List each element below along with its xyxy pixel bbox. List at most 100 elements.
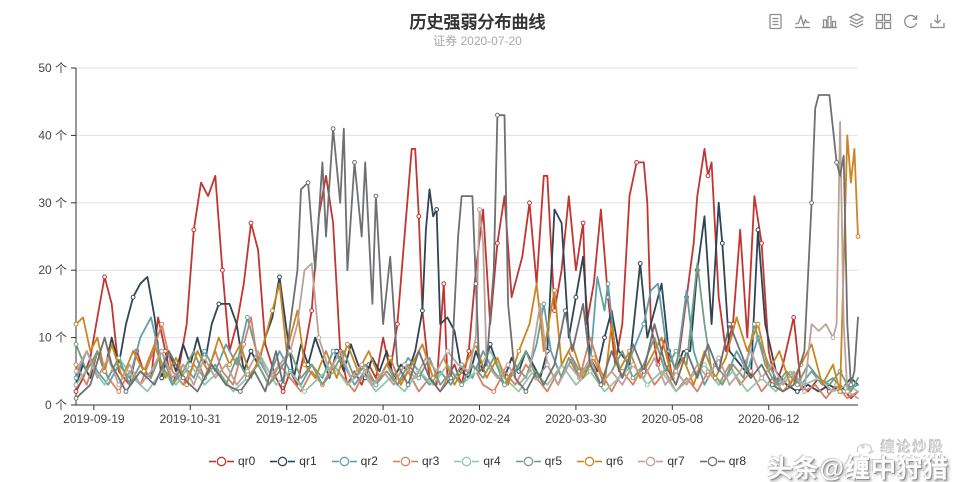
series-symbol-qr2 <box>641 321 647 327</box>
series-symbol-qr7 <box>202 355 207 361</box>
series-symbol-qr6 <box>345 341 350 347</box>
series-symbol-qr6 <box>141 368 147 374</box>
series-symbol-qr7 <box>477 207 482 212</box>
series-symbol-qr4 <box>644 382 650 388</box>
series-symbol-qr0 <box>466 348 472 354</box>
series-symbol-qr5 <box>416 375 422 381</box>
series-symbol-qr1 <box>159 375 165 381</box>
series-symbol-qr8 <box>280 382 286 388</box>
legend-item-qr4[interactable]: qr4 <box>454 454 501 468</box>
series-symbol-qr8 <box>769 382 775 388</box>
series-symbol-qr0 <box>791 315 797 320</box>
series-symbol-qr8 <box>405 382 411 388</box>
series-symbol-qr0 <box>309 308 315 314</box>
series-symbol-qr6 <box>270 308 275 314</box>
series-symbol-qr6 <box>552 288 557 293</box>
series-symbol-qr5 <box>673 348 679 354</box>
x-axis-label: 2020-01-10 <box>352 412 414 426</box>
series-symbol-qr0 <box>580 220 586 226</box>
legend-marker-qr7 <box>638 456 664 466</box>
series-symbol-qr0 <box>280 389 286 394</box>
series-symbol-qr4 <box>187 362 193 368</box>
series-symbol-qr8 <box>684 348 689 354</box>
series-symbol-qr3 <box>73 362 79 368</box>
legend-label-qr8: qr8 <box>728 454 747 468</box>
tiled-icon[interactable] <box>874 12 893 31</box>
series-symbol-qr6 <box>755 321 761 327</box>
legend-marker-qr6 <box>577 456 603 466</box>
legend-item-qr7[interactable]: qr7 <box>638 454 685 468</box>
series-symbol-qr8 <box>641 368 647 374</box>
series-symbol-qr0 <box>248 220 254 226</box>
legend-marker-qr1 <box>270 456 296 466</box>
series-symbol-qr5 <box>73 341 79 347</box>
series-symbol-qr2 <box>202 348 207 354</box>
legend-item-qr0[interactable]: qr0 <box>208 454 256 468</box>
series-symbol-qr3 <box>241 341 247 347</box>
restore-icon[interactable] <box>901 12 920 31</box>
legend-label-qr0: qr0 <box>237 454 256 468</box>
chart-subtitle: 证券 2020-07-20 <box>433 34 522 48</box>
series-symbol-qr6 <box>302 362 307 368</box>
legend-marker-qr3 <box>392 456 418 466</box>
series-symbol-qr8 <box>373 193 379 199</box>
legend-marker-qr8 <box>699 456 725 466</box>
series-symbol-qr0 <box>705 173 711 179</box>
legend: qr0 qr1 qr2 qr3 qr4 qr5 qr6 qr7 qr8 <box>0 454 955 468</box>
series-symbol-qr4 <box>73 382 79 388</box>
save-as-image-icon[interactable] <box>928 12 947 31</box>
legend-marker-qr2 <box>331 456 357 466</box>
series-symbol-qr3 <box>159 321 165 327</box>
series-symbol-qr0 <box>395 321 400 327</box>
series-symbol-qr7 <box>402 362 407 368</box>
x-axis-label: 2020-02-24 <box>449 412 511 426</box>
series-symbol-qr0 <box>441 281 447 287</box>
series-symbol-qr8 <box>352 160 357 165</box>
legend-item-qr8[interactable]: qr8 <box>699 454 747 468</box>
stack-icon[interactable] <box>847 12 866 31</box>
series-symbol-qr3 <box>116 389 122 394</box>
chart-title: 历史强弱分布曲线 <box>409 13 546 32</box>
series-symbol-qr0 <box>495 240 500 246</box>
legend-item-qr5[interactable]: qr5 <box>515 454 562 468</box>
y-axis-label: 30 个 <box>38 196 67 210</box>
series-symbol-qr8 <box>562 308 568 314</box>
series-symbol-qr1 <box>434 207 440 212</box>
series-symbol-qr6 <box>837 389 843 394</box>
watermark-brand: 缠论炒股 <box>881 439 945 456</box>
series-line-qr4 <box>75 350 859 393</box>
series-symbol-qr7 <box>716 355 722 361</box>
series-line-qr5 <box>75 262 859 393</box>
legend-item-qr6[interactable]: qr6 <box>577 454 623 468</box>
series-symbol-qr2 <box>330 348 336 354</box>
series-symbol-qr6 <box>184 382 190 388</box>
data-view-icon[interactable] <box>766 12 785 31</box>
x-axis-label: 2019-10-31 <box>160 412 222 426</box>
series-symbol-qr5 <box>502 382 507 388</box>
series-symbol-qr1 <box>573 294 579 300</box>
series-symbol-qr5 <box>794 382 800 388</box>
series-symbol-qr7 <box>287 348 293 354</box>
switch-to-line-icon[interactable] <box>793 12 812 31</box>
series-symbol-qr0 <box>416 213 422 219</box>
series-symbol-qr5 <box>459 382 465 388</box>
legend-label-qr3: qr3 <box>421 454 440 468</box>
series-symbol-qr7 <box>159 348 165 354</box>
series-symbol-qr7 <box>844 389 850 394</box>
watermark: 缠论炒股 头条@缠中狩猎 <box>768 440 949 482</box>
series-symbol-qr1 <box>216 301 222 307</box>
y-axis-label: 10 个 <box>38 331 67 345</box>
switch-to-bar-icon[interactable] <box>820 12 839 31</box>
series-symbol-qr6 <box>73 321 79 327</box>
series-symbol-qr2 <box>605 281 611 287</box>
series-symbol-qr8 <box>123 389 129 394</box>
y-axis-label: 50 个 <box>38 61 67 75</box>
legend-item-qr2[interactable]: qr2 <box>331 454 378 468</box>
legend-item-qr3[interactable]: qr3 <box>392 454 440 468</box>
legend-item-qr1[interactable]: qr1 <box>270 454 317 468</box>
series-symbol-qr0 <box>73 389 79 394</box>
series-symbol-qr8 <box>598 382 604 388</box>
y-axis-label: 40 个 <box>38 128 67 142</box>
series-symbol-qr1 <box>637 261 643 266</box>
